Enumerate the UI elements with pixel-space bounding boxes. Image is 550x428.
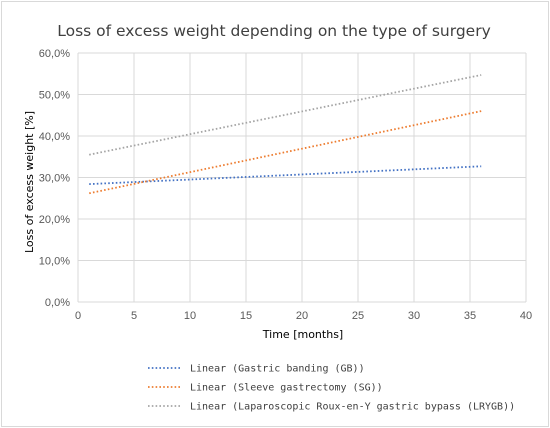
legend-label: Linear (Gastric banding (GB))	[190, 364, 365, 375]
y-tick-label: 10,0%	[39, 256, 70, 268]
x-tick-label: 20	[296, 310, 308, 322]
y-tick-label: 60,0%	[39, 48, 70, 60]
series-layer	[89, 74, 482, 195]
y-axis-ticks: 0,0% 10,0% 20,0% 30,0% 40,0% 50,0% 60,0%	[39, 48, 70, 309]
y-tick-label: 20,0%	[39, 214, 70, 226]
x-tick-label: 25	[352, 310, 364, 322]
x-axis-ticks: 0 5 10 15 20 25 30 35 40	[75, 310, 532, 322]
y-axis-label: Loss of excess weight [%]	[23, 111, 36, 253]
legend: Linear (Gastric banding (GB)) Linear (Sle…	[148, 364, 515, 413]
legend-label: Linear (Laparoscopic Roux-en-Y gastric b…	[190, 402, 515, 413]
y-tick-label: 50,0%	[39, 90, 70, 102]
series-line-1	[89, 165, 482, 185]
x-tick-label: 0	[75, 310, 81, 322]
x-tick-label: 40	[520, 310, 532, 322]
x-axis-label: Time [months]	[262, 328, 343, 341]
legend-label: Linear (Sleeve gastrectomy (SG))	[190, 383, 383, 394]
grid-layer	[77, 52, 527, 303]
series-line-3	[89, 74, 482, 156]
x-tick-label: 35	[464, 310, 476, 322]
chart-title: Loss of excess weight depending on the t…	[57, 22, 491, 40]
x-tick-label: 30	[408, 310, 420, 322]
y-tick-label: 40,0%	[39, 131, 70, 143]
y-tick-label: 30,0%	[39, 173, 70, 185]
y-tick-label: 0,0%	[45, 297, 70, 309]
series-line-2	[89, 110, 482, 195]
x-tick-label: 5	[131, 310, 137, 322]
x-tick-label: 15	[240, 310, 252, 322]
x-tick-label: 10	[184, 310, 196, 322]
